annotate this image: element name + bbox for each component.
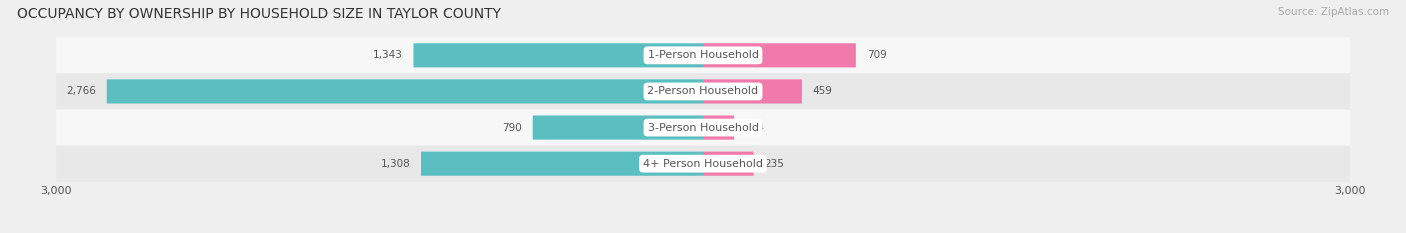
Text: 790: 790 <box>502 123 522 133</box>
FancyBboxPatch shape <box>420 152 703 176</box>
Text: Source: ZipAtlas.com: Source: ZipAtlas.com <box>1278 7 1389 17</box>
FancyBboxPatch shape <box>533 116 703 140</box>
Text: 2-Person Household: 2-Person Household <box>647 86 759 96</box>
Text: 4+ Person Household: 4+ Person Household <box>643 159 763 169</box>
Text: 1-Person Household: 1-Person Household <box>648 50 758 60</box>
FancyBboxPatch shape <box>56 110 1350 146</box>
FancyBboxPatch shape <box>703 79 801 103</box>
Text: 1,343: 1,343 <box>373 50 402 60</box>
Text: 709: 709 <box>866 50 886 60</box>
FancyBboxPatch shape <box>413 43 703 67</box>
FancyBboxPatch shape <box>703 152 754 176</box>
FancyBboxPatch shape <box>107 79 703 103</box>
FancyBboxPatch shape <box>56 37 1350 73</box>
Text: 2,766: 2,766 <box>66 86 96 96</box>
Text: 1,308: 1,308 <box>381 159 411 169</box>
FancyBboxPatch shape <box>56 73 1350 110</box>
Text: OCCUPANCY BY OWNERSHIP BY HOUSEHOLD SIZE IN TAYLOR COUNTY: OCCUPANCY BY OWNERSHIP BY HOUSEHOLD SIZE… <box>17 7 501 21</box>
Text: 144: 144 <box>745 123 765 133</box>
FancyBboxPatch shape <box>703 116 734 140</box>
Text: 3-Person Household: 3-Person Household <box>648 123 758 133</box>
Text: 235: 235 <box>765 159 785 169</box>
FancyBboxPatch shape <box>56 146 1350 182</box>
Text: 459: 459 <box>813 86 832 96</box>
FancyBboxPatch shape <box>703 43 856 67</box>
